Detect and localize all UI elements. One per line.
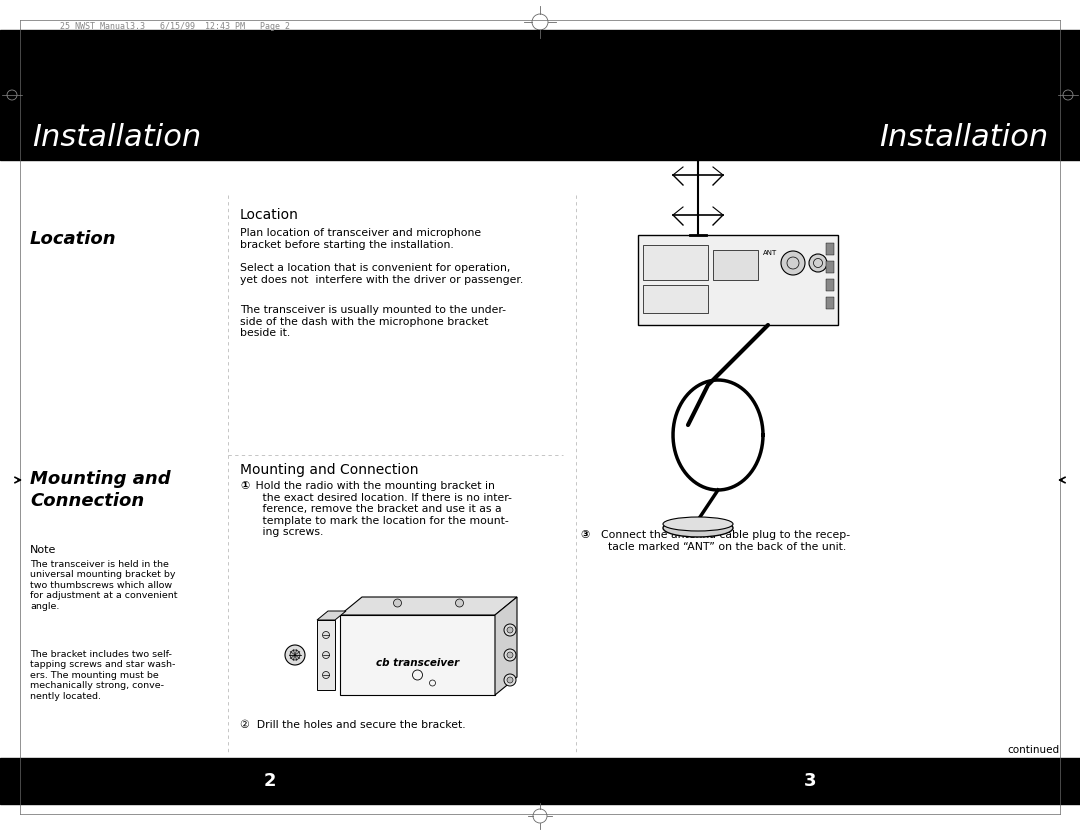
Text: Installation: Installation bbox=[32, 123, 201, 152]
Polygon shape bbox=[340, 597, 517, 615]
Text: 25 NWST Manual3.3   6/15/99  12:43 PM   Page 2: 25 NWST Manual3.3 6/15/99 12:43 PM Page … bbox=[60, 22, 291, 31]
Circle shape bbox=[456, 599, 463, 607]
Text: Installation: Installation bbox=[879, 123, 1048, 152]
Text: Mounting and: Mounting and bbox=[30, 470, 171, 488]
Bar bbox=[826, 261, 834, 273]
Text: ③: ③ bbox=[580, 530, 590, 540]
Polygon shape bbox=[495, 597, 517, 695]
Text: Mounting and Connection: Mounting and Connection bbox=[240, 463, 419, 477]
Circle shape bbox=[781, 251, 805, 275]
Circle shape bbox=[285, 645, 305, 665]
Circle shape bbox=[507, 627, 513, 633]
Text: Location: Location bbox=[240, 208, 299, 222]
Circle shape bbox=[323, 631, 329, 639]
Polygon shape bbox=[340, 615, 495, 695]
Ellipse shape bbox=[663, 517, 733, 531]
Text: Connect the antenna cable plug to the recep-
    tacle marked “ANT” on the back : Connect the antenna cable plug to the re… bbox=[594, 530, 850, 551]
Text: 3: 3 bbox=[804, 772, 816, 790]
Polygon shape bbox=[318, 620, 335, 690]
Text: Connection: Connection bbox=[30, 492, 145, 510]
Circle shape bbox=[291, 650, 300, 660]
Bar bbox=[826, 279, 834, 291]
Bar bbox=[0, 758, 1080, 804]
Circle shape bbox=[504, 649, 516, 661]
Circle shape bbox=[323, 651, 329, 659]
Bar bbox=[643, 285, 708, 313]
Circle shape bbox=[504, 674, 516, 686]
Text: The transceiver is usually mounted to the under-
side of the dash with the micro: The transceiver is usually mounted to th… bbox=[240, 305, 507, 339]
Circle shape bbox=[323, 671, 329, 679]
Text: Hold the radio with the mounting bracket in
   the exact desired location. If th: Hold the radio with the mounting bracket… bbox=[252, 481, 512, 537]
Text: Location: Location bbox=[30, 230, 117, 248]
Text: Select a location that is convenient for operation,
yet does not  interfere with: Select a location that is convenient for… bbox=[240, 263, 523, 284]
Circle shape bbox=[507, 677, 513, 683]
Bar bbox=[0, 30, 1080, 160]
Text: ②  Drill the holes and secure the bracket.: ② Drill the holes and secure the bracket… bbox=[240, 720, 465, 730]
Text: cb transceiver: cb transceiver bbox=[376, 658, 459, 668]
Text: Note: Note bbox=[30, 545, 56, 555]
Text: ANT: ANT bbox=[762, 250, 778, 256]
Bar bbox=[713, 250, 758, 280]
Text: The bracket includes two self-
tapping screws and star wash-
ers. The mounting m: The bracket includes two self- tapping s… bbox=[30, 650, 175, 701]
Circle shape bbox=[507, 652, 513, 658]
Text: continued: continued bbox=[1008, 745, 1059, 755]
Ellipse shape bbox=[663, 519, 733, 537]
Bar bbox=[826, 243, 834, 255]
Text: ①: ① bbox=[240, 481, 249, 491]
Circle shape bbox=[393, 599, 402, 607]
Circle shape bbox=[809, 254, 827, 272]
Text: The transceiver is held in the
universal mounting bracket by
two thumbscrews whi: The transceiver is held in the universal… bbox=[30, 560, 177, 610]
Text: Plan location of transceiver and microphone
bracket before starting the installa: Plan location of transceiver and microph… bbox=[240, 228, 481, 249]
Bar bbox=[643, 245, 708, 280]
Bar bbox=[826, 297, 834, 309]
Text: 2: 2 bbox=[264, 772, 276, 790]
Circle shape bbox=[504, 624, 516, 636]
Polygon shape bbox=[318, 611, 346, 620]
Bar bbox=[638, 235, 838, 325]
